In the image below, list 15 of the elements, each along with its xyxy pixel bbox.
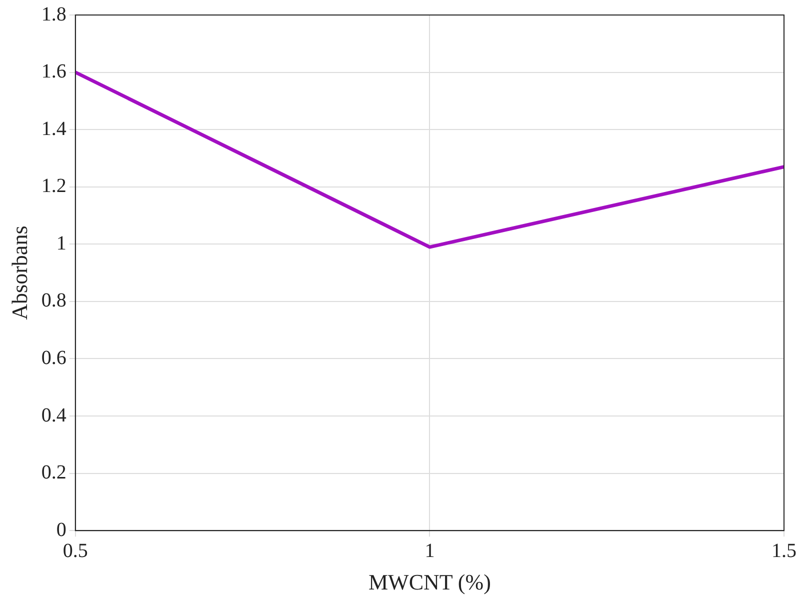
y-tick-label: 1.4 <box>41 118 66 140</box>
y-tick-label: 1 <box>56 232 66 254</box>
y-tick-label: 1.8 <box>41 3 66 26</box>
x-tick-label: 1 <box>424 540 435 562</box>
x-axis-title: MWCNT (%) <box>368 570 491 595</box>
x-tick-label: 0.5 <box>62 540 88 562</box>
y-tick-label: 1.6 <box>41 60 66 83</box>
y-tick-label: 0.4 <box>41 404 66 426</box>
y-axis-title: Absorbans <box>6 226 32 320</box>
y-tick-label: 0.6 <box>41 346 66 369</box>
y-tick-label: 0 <box>56 518 66 541</box>
y-tick-label: 1.2 <box>41 175 66 198</box>
y-tick-label: 0.2 <box>41 462 66 484</box>
y-tick-label: 0.8 <box>41 290 66 312</box>
x-tick-label: 1.5 <box>772 540 796 562</box>
